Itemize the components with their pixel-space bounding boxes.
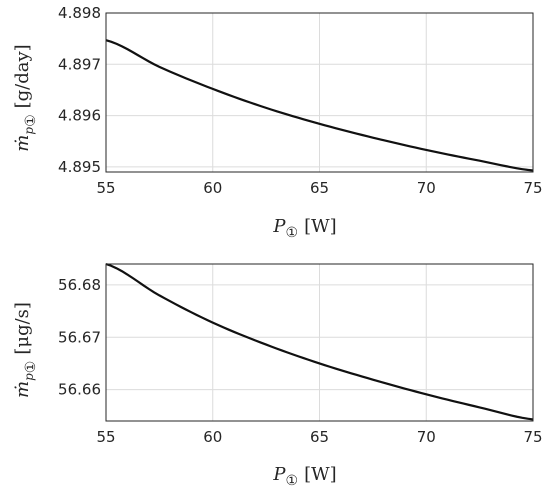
y-axis-label: ṁp①[μg/s] [12, 302, 39, 398]
y-tick-label: 4.895 [58, 158, 101, 176]
x-tick-label: 65 [310, 428, 329, 446]
series-line [105, 39, 534, 172]
x-tick-label: 75 [523, 428, 542, 446]
y-axis-label: ṁp①[g/day] [12, 44, 39, 151]
x-tick-label: 65 [310, 179, 329, 197]
axes-frame [105, 263, 534, 422]
axes-frame [105, 12, 534, 173]
x-axis-label: P① [W] [272, 216, 336, 241]
x-tick-label: 70 [417, 179, 436, 197]
y-tick-labels: 56.66 56.67 56.68 [58, 276, 101, 399]
y-tick-label: 4.897 [58, 55, 101, 73]
y-tick-labels: 4.895 4.896 4.897 4.898 [58, 4, 101, 176]
chart-microgram-per-second: 55 60 65 70 75 56.66 56.67 56.68 P① [W] ṁp①[μg/… [12, 262, 543, 489]
x-tick-label: 55 [96, 428, 115, 446]
x-tick-label: 55 [96, 179, 115, 197]
y-tick-label: 56.66 [58, 381, 101, 399]
grid [105, 12, 534, 172]
y-tick-label: 4.896 [58, 107, 101, 125]
x-axis-label: P① [W] [272, 464, 336, 489]
grid [105, 264, 534, 421]
x-tick-label: 60 [203, 428, 222, 446]
x-tick-labels: 55 60 65 70 75 [96, 428, 542, 446]
x-tick-label: 60 [203, 179, 222, 197]
x-tick-label: 70 [417, 428, 436, 446]
x-tick-label: 75 [523, 179, 542, 197]
chart-gram-per-day: 55 60 65 70 75 4.895 4.896 4.897 4.898 P① [W] ṁp… [12, 4, 543, 241]
y-tick-label: 56.68 [58, 276, 101, 294]
y-tick-label: 4.898 [58, 4, 101, 22]
x-tick-labels: 55 60 65 70 75 [96, 179, 542, 197]
series-line [105, 262, 534, 421]
y-tick-label: 56.67 [58, 328, 101, 346]
